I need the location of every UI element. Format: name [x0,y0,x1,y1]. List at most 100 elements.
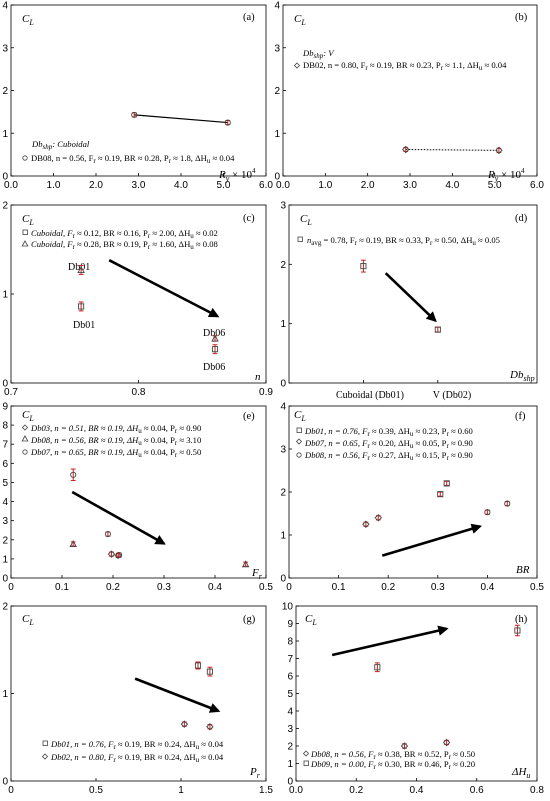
h-series-1-point-0 [374,664,381,671]
panel-a: CL (a) Dbshp: Cuboidal DB08, n = 0.56, F… [10,4,267,183]
panel-d-category-v: V (Db02) [433,390,471,401]
e-ytick-label-0: 0 [2,574,8,585]
c-ytick-label-0: 0 [2,379,8,390]
f-xtick-label-1: 0.1 [332,582,346,593]
f-xtick-label-3: 0.3 [431,582,445,593]
panel-d-legend-entry: navg = 0.78, Fr ≈ 0.19, BR ≈ 0.33, Pr ≈ … [307,235,500,247]
panel-e-ylabel: CL [22,409,34,423]
f-series-2-point-1 [504,500,511,507]
g-xtick-label-1: 0.5 [89,785,103,796]
panel-c-ylabel: CL [22,213,34,227]
panel-f-legend-marker-1 [296,427,302,433]
panel-h-label: (h) [515,614,528,625]
panel-c: CL (c) Cuboidal, Fr ≈ 0.12, BR ≈ 0.16, P… [10,204,267,384]
panel-e-legend-marker-1 [21,424,29,431]
e-ytick-label-5: 5 [2,478,8,489]
panel-g-xlabel: Pr [249,766,261,780]
d-trend-arrow [384,272,437,323]
panel-a-legend-title: Dbshp: Cuboidal [31,139,90,151]
panel-c-xlabel: n [255,371,261,383]
a-series-0-point-1 [224,119,231,126]
b-xtick-label-2: 2.0 [361,180,375,191]
f-series-1-point-1 [374,514,383,522]
d-ytick-label-0: 0 [280,379,286,390]
panel-e: CL (e) Db03, n = 0.51, BR ≈ 0.19, ΔHu ≈ … [10,405,267,581]
g-series-0-point-1 [206,668,213,675]
b-xtick-label-6: 6.0 [530,180,544,191]
d-series-0-point-0 [360,263,367,270]
panel-b-legend-title: Dbshp: V [302,48,335,60]
d-series-0-point-1 [434,326,441,333]
b-series-0-point-0 [402,145,410,154]
panel-h-legend-marker-1 [302,750,310,757]
g-ytick-label-2: 2 [2,602,8,613]
panel-d: CL (d) navg = 0.78, Fr ≈ 0.19, BR ≈ 0.33… [288,204,538,401]
panel-h-legend-entry-1: Db08, n = 0.56, Fr ≈ 0.38, BR ≈ 0.52, Pr… [310,749,475,761]
e-xtick-label-0: 0 [8,582,14,593]
g-xtick-label-2: 1 [178,785,184,796]
panel-b-ylabel: CL [294,13,306,27]
panel-e-legend-marker-2 [21,435,29,442]
panel-g-legend-marker-2 [41,753,49,760]
panel-f-legend-marker-2 [295,438,303,445]
a-series-0-line [134,114,228,124]
a-ytick-label-0: 0 [2,172,8,183]
e-trend-arrow [71,490,166,545]
b-xtick-label-3: 3.0 [403,180,417,191]
f-series-0-point-1 [443,480,450,487]
e-series-1-point-0 [69,540,77,548]
h-series-0-point-1 [442,738,451,747]
e-ytick-label-3: 3 [2,516,8,527]
d-ytick-label-3: 3 [280,201,286,212]
c-xtick-label-2: 0.9 [259,387,273,398]
h-series-1-point-1 [514,627,521,634]
h-trend-arrow [331,625,449,657]
c-series-1-point-0 [77,266,85,274]
b-ytick-label-1: 1 [274,129,280,140]
g-series-1-point-1 [206,723,214,731]
a-xtick-label-1: 1.0 [47,180,61,191]
e-ytick-label-4: 4 [2,497,8,508]
panel-g-legend-entry-2: Db02, n = 0.80, Fr ≈ 0.19, BR ≈ 0.24, ΔH… [50,752,224,764]
panel-c-legend-marker-1 [22,229,28,235]
e-series-2-point-0 [70,471,77,478]
a-xtick-label-5: 5.0 [217,180,231,191]
panel-g-label: (g) [243,614,256,625]
panel-c-legend-entry-1: Cuboidal, Fr ≈ 0.12, BR ≈ 0.16, Pr ≈ 2.0… [31,228,218,240]
f-xtick-label-0: 0 [286,582,292,593]
h-ytick-label-8: 8 [287,637,293,648]
panel-a-xlabel: Ry × 104 [218,167,256,183]
f-xtick-label-4: 0.4 [480,582,494,593]
panel-f-label: (f) [515,411,526,422]
c-series-0-point-1 [211,346,219,353]
e-ytick-label-2: 2 [2,535,8,546]
panel-f: CL (f) Db01, n = 0.76, Fr ≈ 0.39, ΔHu ≈ … [288,405,538,579]
f-ytick-label-3: 3 [280,445,286,456]
h-ytick-label-2: 2 [287,742,293,753]
panel-c-label: (c) [243,213,255,224]
h-ytick-label-5: 5 [287,689,293,700]
a-xtick-label-6: 6.0 [259,180,273,191]
h-ytick-label-10: 10 [282,602,294,613]
panel-e-label: (e) [243,411,255,422]
panel-c-annotation-db01-lower: Db01 [73,320,95,331]
f-series-2-point-0 [484,509,491,516]
panel-g-legend-marker-1 [42,740,48,746]
panel-e-legend-entry-1: Db03, n = 0.51, BR ≈ 0.19, ΔHu ≈ 0.04, P… [30,423,201,435]
b-series-0-line [405,148,499,151]
e-ytick-label-9: 9 [2,402,8,413]
panel-h-legend-entry-2: Db09, n = 0.00, Fr ≈ 0.30, BR ≈ 0.46, Pr… [310,759,475,771]
a-xtick-label-3: 3.0 [132,180,146,191]
e-xtick-label-1: 0.1 [55,582,69,593]
panel-a-legend-marker [22,155,28,161]
d-ytick-label-1: 1 [280,319,286,330]
a-ytick-label-4: 4 [2,1,8,12]
panel-f-ylabel: CL [294,409,306,423]
d-ytick-label-2: 2 [280,260,286,271]
a-xtick-label-0: 0.0 [4,180,18,191]
panel-b-legend-marker [293,62,301,69]
c-xtick-label-0: 0.7 [4,387,18,398]
e-ytick-label-6: 6 [2,459,8,470]
